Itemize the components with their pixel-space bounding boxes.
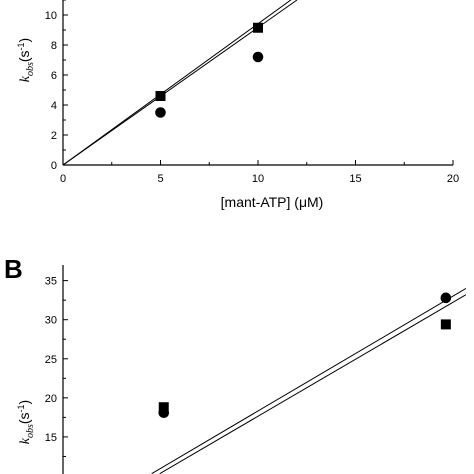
- panel-a-y-sub: obs: [25, 62, 36, 76]
- panel-a-y-sup: -1: [16, 42, 26, 50]
- panel-b-y-sub: obs: [25, 424, 36, 438]
- panel-a-y-close: ): [16, 38, 32, 43]
- panel-b-y-unit: (s: [16, 412, 32, 424]
- panel-b-y-tick-label: 25: [45, 354, 57, 366]
- panel-a-y-tick-label: 8: [51, 40, 57, 52]
- panel-b-y-k: k: [18, 437, 33, 444]
- panel-b-y-tick-label: 35: [45, 276, 57, 288]
- panel-a-y-unit: (s: [16, 50, 32, 62]
- panel-a: [mant-ATP] (μM) kobs(s-1) 0 2 4 6 8 10 0 5 10 15 2…: [16, 0, 459, 210]
- panel-b-fit-line-1: [151, 288, 466, 474]
- panel-b-y-close: ): [16, 400, 32, 405]
- panel-a-y-axis-title: kobs(s-1): [16, 38, 36, 82]
- panel-a-circle-point: [252, 51, 264, 63]
- panel-a-x-tick-label: 10: [252, 173, 264, 185]
- panel-a-circle-point: [155, 107, 166, 118]
- panel-b-square-point: [158, 402, 169, 413]
- panel-b-circle-point: [440, 292, 452, 304]
- panel-a-x-tick-label: 20: [447, 173, 459, 185]
- panel-a-y-k: k: [18, 75, 33, 82]
- panel-b: B kobs(s-1) 15 20 25 30 35: [4, 254, 466, 474]
- panel-b-y-sup: -1: [16, 404, 26, 412]
- panel-a-x-tick-label: 15: [349, 173, 361, 185]
- panel-a-y-tick-label: 2: [51, 130, 57, 142]
- panel-a-x-axis-title: [mant-ATP] (μM): [221, 194, 324, 210]
- panel-a-y-tick-label: 4: [51, 100, 57, 112]
- panel-a-y-tick-label: 6: [51, 70, 57, 82]
- panel-b-fit-line-2: [159, 294, 466, 474]
- panel-a-y-tick-label: 10: [45, 10, 57, 22]
- panel-a-x-tick-label: 0: [60, 173, 66, 185]
- panel-b-square-point: [440, 319, 451, 330]
- panel-b-y-tick-label: 15: [45, 432, 57, 444]
- panel-a-square-point: [155, 91, 166, 101]
- panel-a-square-point: [253, 22, 263, 33]
- panel-a-y-tick-label: 0: [51, 160, 57, 172]
- panel-b-y-axis-title: kobs(s-1): [16, 400, 36, 444]
- panel-b-letter: B: [4, 254, 23, 284]
- panel-a-x-tick-label: 5: [157, 173, 163, 185]
- panel-b-y-tick-label: 20: [45, 393, 57, 405]
- panel-b-y-tick-label: 30: [45, 315, 57, 327]
- panel-b-circle-point: [158, 407, 170, 419]
